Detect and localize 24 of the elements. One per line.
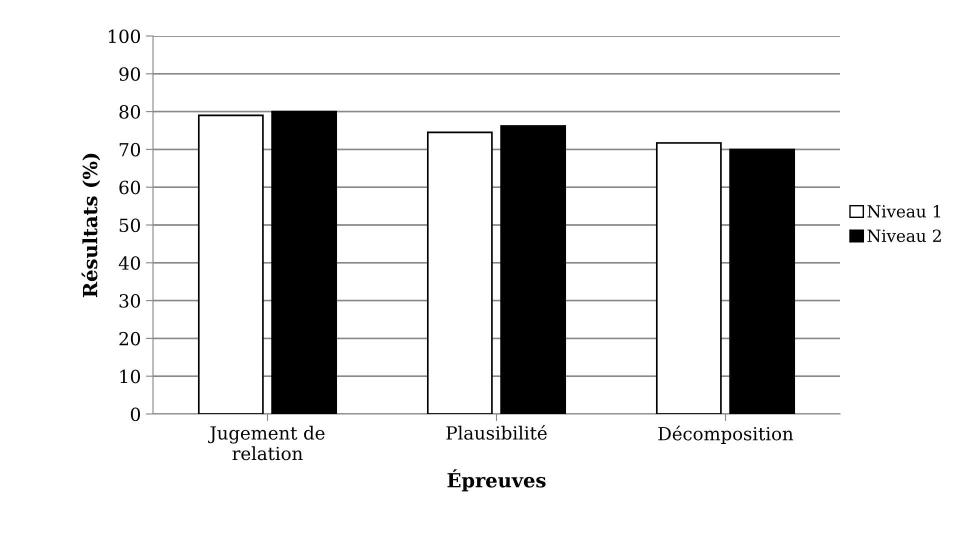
x-tick-label: Plausibilité	[446, 425, 547, 440]
y-tick-label: 30	[120, 294, 140, 308]
x-tick-label: Jugement de relation	[208, 426, 324, 460]
y-tick-label: 100	[108, 29, 140, 44]
x-axis-title: Épreuves	[448, 469, 546, 492]
y-tick-label: 90	[119, 67, 140, 81]
y-axis-title: Résultats (%)	[82, 154, 100, 298]
y-tick-label: 80	[119, 105, 140, 119]
y-tick-label: 20	[119, 332, 140, 346]
y-tick-label: 50	[120, 218, 140, 232]
bar	[729, 148, 796, 414]
bar	[500, 125, 566, 414]
y-tick-label: 60	[119, 180, 140, 194]
bar	[426, 132, 493, 414]
bar	[198, 114, 264, 414]
y-tick-label: 40	[118, 256, 140, 270]
legend-label: Niveau 2	[867, 229, 941, 242]
y-tick-label: 10	[120, 370, 140, 384]
bar	[656, 142, 722, 414]
x-tick-label: Décomposition	[658, 426, 794, 444]
y-tick-label: 70	[120, 142, 140, 157]
y-tick-label: 0	[130, 407, 140, 422]
bar	[271, 110, 338, 414]
legend-label: Niveau 1	[867, 204, 940, 218]
